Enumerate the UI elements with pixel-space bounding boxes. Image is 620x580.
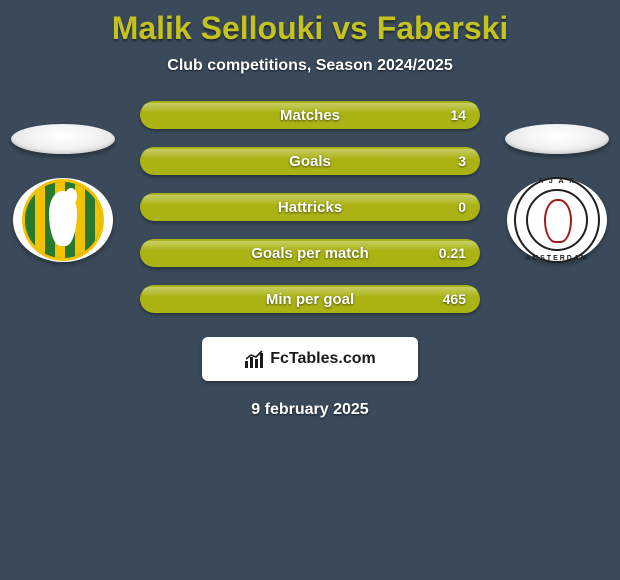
stat-row: Hattricks 0 — [140, 193, 480, 221]
stat-label: Matches — [280, 107, 340, 124]
stats-rows: Matches 14 Goals 3 Hattricks 0 Goals per… — [0, 101, 620, 313]
footer-brand-text: FcTables.com — [270, 350, 376, 368]
subtitle: Club competitions, Season 2024/2025 — [0, 57, 620, 75]
stat-right-value: 0 — [458, 199, 466, 215]
page-title: Malik Sellouki vs Faberski — [0, 0, 620, 47]
stat-right-value: 0.21 — [439, 245, 466, 261]
stat-label: Goals — [289, 153, 331, 170]
footer-date: 9 february 2025 — [0, 401, 620, 419]
stat-row: Goals per match 0.21 — [140, 239, 480, 267]
stat-label: Hattricks — [278, 199, 342, 216]
stat-row: Goals 3 — [140, 147, 480, 175]
stat-label: Min per goal — [266, 291, 354, 308]
stat-label: Goals per match — [251, 245, 369, 262]
stat-right-value: 465 — [443, 291, 466, 307]
stat-row: Min per goal 465 — [140, 285, 480, 313]
stat-right-value: 14 — [450, 107, 466, 123]
comparison-card: Malik Sellouki vs Faberski Club competit… — [0, 0, 620, 580]
stat-right-value: 3 — [458, 153, 466, 169]
footer-brand-box: FcTables.com — [202, 337, 418, 381]
bars-icon — [244, 349, 266, 369]
stat-row: Matches 14 — [140, 101, 480, 129]
